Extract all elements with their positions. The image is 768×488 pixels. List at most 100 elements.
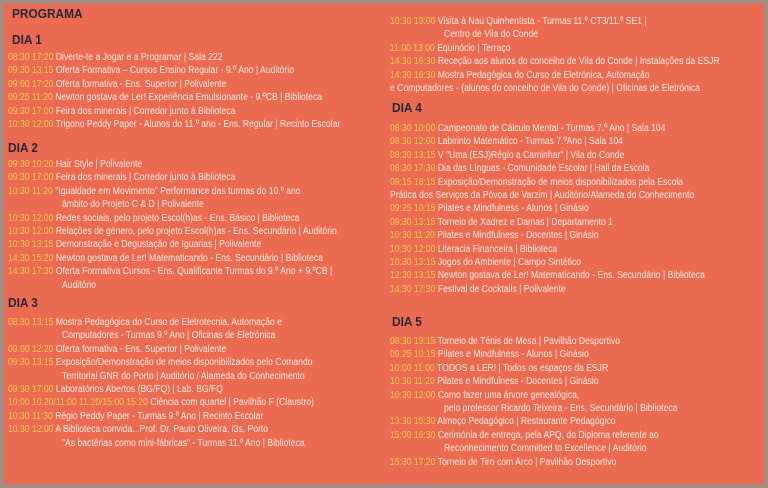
schedule-item: 10:30 13:00 Visita à Nau Quinhentista - … bbox=[390, 15, 768, 28]
schedule-item-content: 09:30 13:15 Torneio de Xadrez e Damas | … bbox=[390, 216, 613, 229]
item-description: TODOS a LER! | Todos os espaços da ESJR bbox=[437, 362, 609, 374]
item-description: Exposição/Demonstração de meios disponib… bbox=[437, 176, 684, 188]
item-description: Laboratórios Abertos (BG/FQ) | Lab. BG/F… bbox=[55, 383, 223, 395]
schedule-item: 08:30 17:30 Dia das Línguas - Comunidade… bbox=[390, 162, 756, 175]
item-description: Pilates e Mindfulness - Alunos | Ginásio bbox=[437, 349, 589, 361]
item-time: 08:30 13:15 bbox=[390, 149, 436, 161]
item-description: Almoço Pedagógico | Restaurante Pedagógi… bbox=[437, 416, 616, 428]
item-time: 08:30 17:30 bbox=[390, 163, 436, 175]
item-description: Torneio de Tiro com Arco | Pavilhão Desp… bbox=[437, 456, 617, 468]
item-description: Mostra Pedagógica do Curso de Eletrotecn… bbox=[55, 317, 282, 328]
item-description: Torneio de Xadrez e Damas | Departamento… bbox=[437, 216, 613, 228]
schedule-item-content: 09:30 17:00 Feira dos minerais | Corredo… bbox=[8, 105, 235, 118]
schedule-item: 10:30 12:00 Literacia Financeira | Bibli… bbox=[390, 243, 756, 256]
item-time: 10:30 13:15 bbox=[8, 239, 54, 251]
schedule-item-continuation: pelo professor Ricardo Teixeira - Ens. S… bbox=[390, 402, 715, 415]
schedule-item-content: 09:30 10:20 Hair Style | Polivalente bbox=[8, 158, 142, 171]
item-description: Equinócio | Terraço bbox=[437, 42, 511, 54]
item-time: 09:25 10:15 bbox=[390, 349, 436, 361]
schedule-item-content: 10:30 13:00 Visita à Nau Quinhentista - … bbox=[390, 15, 647, 28]
schedule-item: 09:30 17:00 Laboratórios Abertos (BG/FQ)… bbox=[8, 383, 364, 396]
item-time: 15:00 16:30 bbox=[390, 429, 436, 441]
schedule-item: 08:30 13:15 Mostra Pedagógica do Curso d… bbox=[8, 316, 364, 329]
item-description: Dia das Línguas - Comunidade Escolar | H… bbox=[437, 163, 650, 175]
item-description: Hair Style | Polivalente bbox=[55, 159, 143, 170]
item-time: 09:30 17:00 bbox=[8, 383, 54, 395]
schedule-item-continuation: Computadores - Turmas 9.º Ano | Oficinas… bbox=[8, 329, 364, 342]
item-time: 14:30 17:30 bbox=[390, 283, 436, 295]
schedule-item-content: 10:30 11:20 Pilates e Mindfulness - Doce… bbox=[390, 229, 599, 242]
item-description: Labirinto Matemático - Turmas 7.ºAno | S… bbox=[437, 136, 623, 148]
item-time: 10:30 13:00 bbox=[390, 16, 436, 27]
item-time: 11:00 13:00 bbox=[390, 42, 435, 54]
item-description: Newton gostava de Ler! Matematicando - E… bbox=[55, 252, 323, 264]
item-time: 10:30 11:30 bbox=[8, 410, 53, 422]
schedule-item: 10:30 13:15 Demonstração e Degustação de… bbox=[8, 238, 390, 251]
schedule-item-content: 09:30 13:15 Oferta Formativa – Cursos En… bbox=[8, 64, 294, 77]
day-5-schedule: 08:30 13:15 Torneio de Ténis de Mesa | P… bbox=[390, 335, 715, 469]
item-description: Receção aos alunos do concelho de Vila d… bbox=[437, 56, 720, 68]
schedule-item: 09:30 13:15 Torneio de Xadrez e Damas | … bbox=[390, 216, 756, 229]
item-description: Pilates e Mindfulness - Docentes | Ginás… bbox=[437, 230, 599, 242]
schedule-item: 11:00 13:00 Equinócio | Terraço bbox=[390, 42, 768, 55]
day-4-heading: DIA 4 bbox=[392, 101, 422, 115]
item-description: Trigono Peddy Paper - Alunos do 11.º ano… bbox=[55, 118, 341, 130]
schedule-item-content: 14:30 15:20 Newton gostava de Ler! Matem… bbox=[8, 252, 323, 265]
schedule-item-continuation: Auditório bbox=[8, 279, 390, 292]
schedule-item: 15:00 16:30 Cerimónia de entrega, pela A… bbox=[390, 429, 715, 442]
item-time: 09:25 11:20 bbox=[8, 92, 53, 104]
item-description: Oferta Formativa Cursos - Ens. Qualifica… bbox=[55, 266, 333, 278]
schedule-item: 09:30 13:15 Exposição/Demonstração de me… bbox=[8, 356, 364, 369]
schedule-item: 09:25 10:15 Pilates e Mindfulness - Alun… bbox=[390, 348, 715, 361]
item-time: 10:30 11:20 bbox=[390, 376, 435, 388]
schedule-item: 10:30 12:00 Redes sociais, pelo projeto … bbox=[8, 212, 390, 225]
schedule-item-continuation: Territorial GNR do Porto | Auditório / A… bbox=[8, 370, 364, 383]
schedule-item-content: 10:00 11:00 TODOS a LER! | Todos os espa… bbox=[390, 362, 608, 375]
schedule-item-content: 10:30 12:00 Relações de género, pelo pro… bbox=[8, 225, 337, 238]
item-description: Pilates e Mindfulness - Docentes | Ginás… bbox=[437, 376, 599, 388]
schedule-item-content: 11:00 13:00 Equinócio | Terraço bbox=[390, 42, 511, 55]
schedule-item: 10:30 11:30 Régio Peddy Paper - Turmas 9… bbox=[8, 410, 364, 423]
day-2-heading: DIA 2 bbox=[8, 141, 38, 155]
item-description: Jogos do Ambiente | Campo Sintético bbox=[437, 256, 582, 268]
item-time: 10:00 11:00 bbox=[390, 362, 435, 374]
schedule-item: 08:30 13:15 Torneio de Ténis de Mesa | P… bbox=[390, 335, 715, 348]
item-description: Newton gostava de Ler! Matematicando - E… bbox=[437, 270, 705, 282]
item-description-continued: pelo professor Ricardo Teixeira - Ens. S… bbox=[444, 402, 678, 414]
item-time: 09:30 17:00 bbox=[8, 172, 54, 184]
schedule-item: 09:30 13:15 Oferta Formativa – Cursos En… bbox=[8, 64, 394, 77]
schedule-item-content: 14:30 17:30 Oferta Formativa Cursos - En… bbox=[8, 265, 332, 278]
schedule-item: 10:30 12:00 A Biblioteca convida...Prof.… bbox=[8, 423, 364, 436]
schedule-item: 08:30 10:00 Campeonato de Cálculo Mental… bbox=[390, 122, 756, 135]
schedule-item: 08:30 12:00 Labirinto Matemático - Turma… bbox=[390, 135, 756, 148]
schedule-item-content: 08:30 12:00 Labirinto Matemático - Turma… bbox=[390, 135, 623, 148]
schedule-item-continuation: Prática dos Serviços da Póvoa de Varzim … bbox=[390, 189, 756, 202]
item-time: 10:30 12:00 bbox=[8, 212, 54, 224]
schedule-item: 09:25 10:15 Pilates e Mindfulness - Alun… bbox=[390, 202, 756, 215]
item-time: 09:30 13:15 bbox=[8, 65, 54, 77]
item-description: Como fazer uma árvore genealógica, bbox=[437, 389, 580, 401]
item-description: Torneio de Ténis de Mesa | Pavilhão Desp… bbox=[437, 336, 620, 347]
item-time: 12:30 13:15 bbox=[390, 270, 436, 282]
item-description: Visita à Nau Quinhentista - Turmas 11.º … bbox=[437, 16, 647, 27]
item-description: Cerimónia de entrega, pela APQ, do Diplo… bbox=[437, 429, 659, 441]
schedule-item: 09:00 12:20 Oferta formativa - Ens. Supe… bbox=[8, 343, 364, 356]
schedule-item-content: 14:30 16:30 Mostra Pedagógica do Curso d… bbox=[390, 69, 650, 82]
schedule-item-content: 15:00 16:30 Cerimónia de entrega, pela A… bbox=[390, 429, 659, 442]
schedule-item-content: 08:30 13:15 V "Uma (ESJ)Régio a Caminhar… bbox=[390, 149, 624, 162]
item-time: 08:30 13:15 bbox=[390, 336, 436, 347]
day-5-heading: DIA 5 bbox=[392, 315, 422, 329]
item-time: 13:30 15:30 bbox=[390, 416, 436, 428]
schedule-item: 10:30 11:20 "Igualdade em Movimento" Per… bbox=[8, 185, 390, 198]
item-time: 09:30 17:00 bbox=[8, 105, 54, 117]
item-description: Ciência com quartel | Pavilhão F (Claust… bbox=[150, 397, 314, 409]
item-time: 08:30 13:15 bbox=[8, 317, 54, 328]
schedule-item: 09:30 10:20 Hair Style | Polivalente bbox=[8, 158, 390, 171]
item-time: 10:30 11:20 bbox=[8, 185, 53, 197]
schedule-item-content: 09:25 10:15 Pilates e Mindfulness - Alun… bbox=[390, 348, 589, 361]
day-1-schedule: 08:30 17:20 Diverte-te a Jogar e a Progr… bbox=[8, 51, 394, 131]
day-3-schedule-continued: 10:30 13:00 Visita à Nau Quinhentista - … bbox=[390, 15, 768, 95]
schedule-item-continuation: Reconhecimento Committed to Excellence |… bbox=[390, 442, 715, 455]
item-description: Oferta Formativa – Cursos Ensino Regular… bbox=[55, 65, 294, 77]
schedule-item: 09:30 17:00 Feira dos minerais | Corredo… bbox=[8, 105, 394, 118]
